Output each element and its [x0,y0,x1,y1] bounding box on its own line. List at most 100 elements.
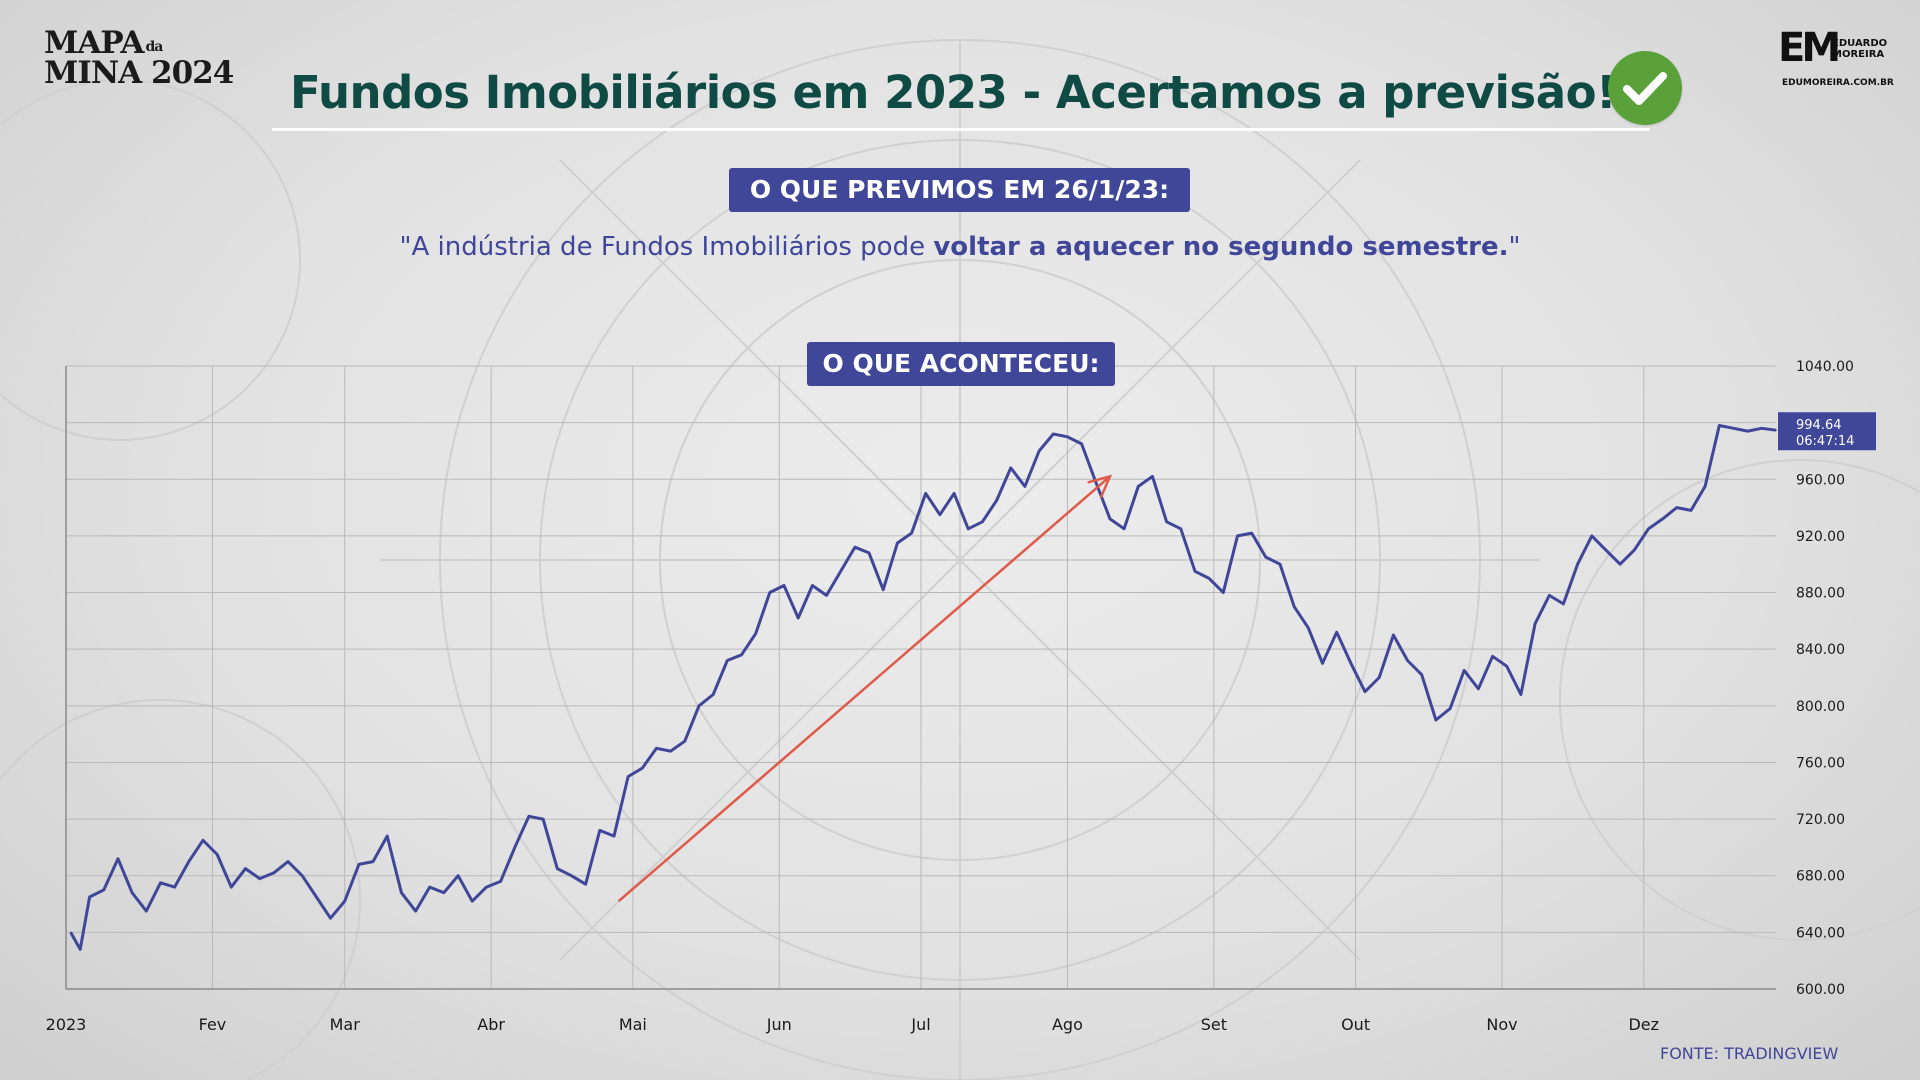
last-price-value: 994.64 [1796,418,1842,433]
data-point [386,835,389,837]
data-point [1605,549,1607,551]
trend-arrow-layer [617,474,1113,903]
data-point [457,874,459,877]
data-point [910,532,913,534]
data-point [358,863,360,866]
data-point [1676,506,1678,509]
x-tick-label: Mai [619,1015,647,1034]
check-circle-icon [1608,51,1682,125]
data-point [854,546,856,549]
data-point [698,705,700,707]
quote-highlight: voltar a aquecer no segundo semestre. [933,232,1509,262]
y-tick-label: 1040.00 [1796,359,1854,375]
data-point [202,839,204,842]
data-point [1194,570,1196,573]
data-point [1321,662,1324,665]
data-point [1024,485,1026,488]
data-point [1250,532,1253,534]
result-label: O QUE ACONTECEU: [807,342,1115,386]
series-layer [69,424,1777,951]
data-point [1534,622,1536,625]
data-point [1222,591,1225,594]
page-title: Fundos Imobiliários em 2023 - Acertamos … [290,66,1617,119]
data-point [1704,485,1706,488]
data-point [1165,520,1168,523]
x-tick-label: Jul [910,1015,930,1034]
x-tick-label: Ago [1052,1015,1083,1034]
data-point [641,767,644,769]
data-point [273,872,275,874]
data-point [1633,549,1636,551]
data-point [1775,429,1777,432]
data-point [1576,563,1579,566]
series-line [69,424,1777,951]
data-point [414,910,417,912]
data-point [995,499,998,502]
data-point [1364,690,1366,693]
data-point [797,617,799,619]
data-point [542,818,544,820]
data-point [1378,676,1381,679]
x-tick-label: Out [1341,1015,1370,1034]
data-point [627,775,629,778]
data-point [1307,627,1310,629]
quote-text: "A indústria de Fundos Imobiliários pode [399,232,934,262]
data-point [159,882,162,884]
data-point [131,891,133,894]
y-tick-label: 760.00 [1796,755,1845,771]
data-point [1094,481,1097,483]
data-point [655,747,658,750]
data-point [1123,528,1125,530]
data-point [783,584,785,587]
prediction-quote: "A indústria de Fundos Imobiliários pode… [260,232,1660,262]
data-point [924,492,927,495]
data-point [443,891,445,894]
y-tick-label: 920.00 [1796,529,1845,545]
data-point [1761,427,1763,430]
title-divider [272,128,1650,131]
x-axis-labels: 2023 Fev Mar Abr Mai Jun Jul Ago Set Out Nov Dez [46,1015,1659,1034]
data-point [428,886,431,888]
data-point [882,588,885,591]
data-point [712,693,714,696]
data-point [584,883,587,886]
data-point [669,750,672,752]
data-point [1293,605,1295,608]
data-point [1732,427,1735,430]
data-point [173,886,176,888]
data-point [1279,563,1281,566]
data-point [684,740,686,743]
data-point [754,632,757,635]
data-point [79,948,81,951]
data-point [1265,556,1267,558]
data-point [613,835,615,837]
y-tick-label: 960.00 [1796,472,1845,488]
quote-close: " [1508,232,1521,262]
data-point [769,591,771,594]
data-point [88,896,91,898]
data-point [1180,528,1182,530]
data-point [1080,443,1083,445]
trend-arrow-line [617,475,1111,903]
data-point [1109,518,1111,520]
y-tick-label: 880.00 [1796,586,1845,602]
last-price-box [1778,412,1876,451]
data-point [1548,594,1551,597]
y-tick-label: 680.00 [1796,869,1845,885]
data-point [1350,662,1352,665]
data-point [244,867,247,870]
data-point [1066,435,1069,438]
data-point [1435,719,1437,721]
data-point [117,857,119,860]
x-tick-label: Abr [477,1015,505,1034]
data-point [839,570,842,573]
data-point [1137,485,1140,488]
y-tick-label: 640.00 [1796,925,1845,941]
data-point [1463,669,1466,672]
data-point [315,896,318,898]
data-point [1052,433,1055,435]
data-point [258,877,261,880]
data-point [471,900,474,903]
data-point [499,880,502,883]
data-point [230,886,233,888]
